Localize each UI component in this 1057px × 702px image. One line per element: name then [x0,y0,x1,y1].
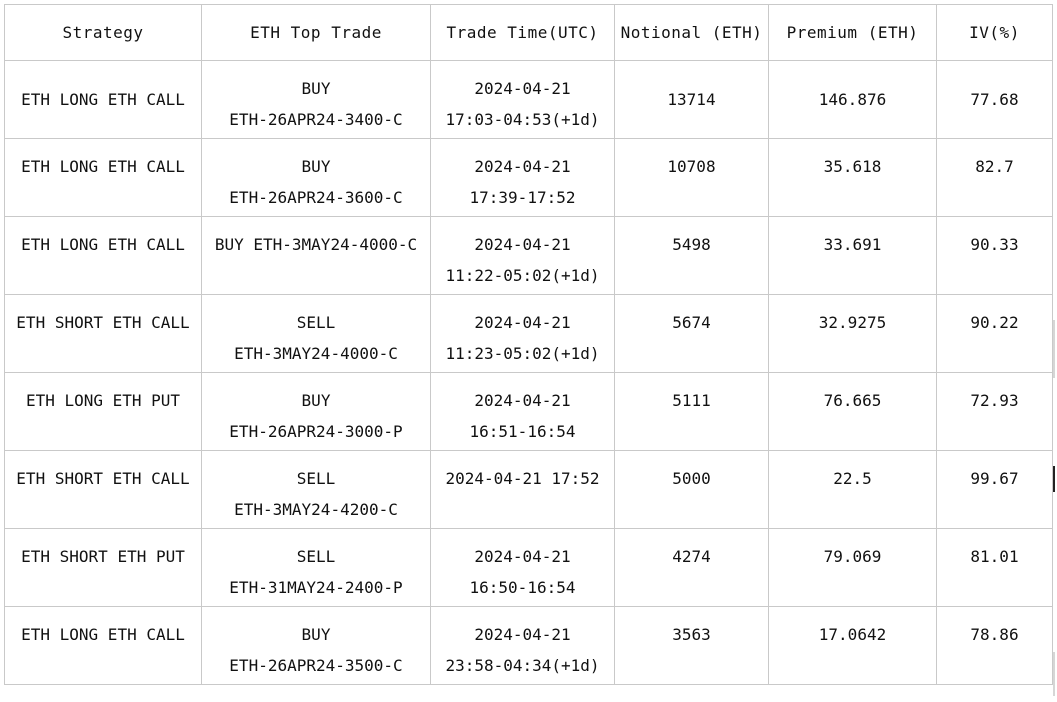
right-edge-tick [1053,320,1055,378]
strategy-cell: ETH LONG ETH CALL [4,216,202,295]
table-row: ETH LONG ETH CALL BUY ETH-3MAY24-4000-C … [4,216,1053,295]
iv-cell: 78.86 [936,606,1053,685]
trade-time-cell: 2024-04-21 17:39-17:52 [430,138,615,217]
column-header-top-trade: ETH Top Trade [201,4,431,61]
trade-time-cell: 2024-04-21 16:51-16:54 [430,372,615,451]
top-trade-cell: BUY ETH-3MAY24-4000-C [201,216,431,295]
column-header-premium: Premium (ETH) [768,4,937,61]
iv-cell: 99.67 [936,450,1053,529]
trade-time-cell: 2024-04-21 17:52 [430,450,615,529]
table-row: ETH SHORT ETH PUT SELL ETH-31MAY24-2400-P… [4,528,1053,607]
trade-time-cell: 2024-04-21 11:22-05:02(+1d) [430,216,615,295]
iv-cell: 81.01 [936,528,1053,607]
iv-cell: 90.22 [936,294,1053,373]
strategy-cell: ETH SHORT ETH PUT [4,528,202,607]
premium-cell: 35.618 [768,138,937,217]
top-trade-cell: SELL ETH-3MAY24-4200-C [201,450,431,529]
notional-cell: 5674 [614,294,769,373]
notional-cell: 10708 [614,138,769,217]
iv-cell: 72.93 [936,372,1053,451]
column-header-strategy: Strategy [4,4,202,61]
premium-cell: 22.5 [768,450,937,529]
notional-cell: 4274 [614,528,769,607]
notional-cell: 3563 [614,606,769,685]
strategy-cell: ETH LONG ETH CALL [4,138,202,217]
table-row: ETH LONG ETH CALL BUY ETH-26APR24-3600-C … [4,138,1053,217]
strategy-cell: ETH SHORT ETH CALL [4,450,202,529]
eth-top-trades-table: Strategy ETH Top Trade Trade Time(UTC) N… [4,4,1053,685]
notional-cell: 5000 [614,450,769,529]
top-trade-cell: SELL ETH-3MAY24-4000-C [201,294,431,373]
trade-time-cell: 2024-04-21 16:50-16:54 [430,528,615,607]
notional-cell: 5498 [614,216,769,295]
strategy-cell: ETH SHORT ETH CALL [4,294,202,373]
strategy-cell: ETH LONG ETH PUT [4,372,202,451]
notional-cell: 13714 [614,60,769,139]
top-trade-cell: BUY ETH-26APR24-3400-C [201,60,431,139]
trade-time-cell: 2024-04-21 17:03-04:53(+1d) [430,60,615,139]
column-header-trade-time: Trade Time(UTC) [430,4,615,61]
table-row: ETH LONG ETH PUT BUY ETH-26APR24-3000-P 2… [4,372,1053,451]
iv-cell: 77.68 [936,60,1053,139]
right-edge-cursor [1053,466,1055,492]
premium-cell: 17.0642 [768,606,937,685]
premium-cell: 79.069 [768,528,937,607]
table-header-row: Strategy ETH Top Trade Trade Time(UTC) N… [4,4,1053,61]
strategy-cell: ETH LONG ETH CALL [4,606,202,685]
iv-cell: 90.33 [936,216,1053,295]
top-trade-cell: BUY ETH-26APR24-3500-C [201,606,431,685]
top-trade-cell: SELL ETH-31MAY24-2400-P [201,528,431,607]
top-trade-cell: BUY ETH-26APR24-3600-C [201,138,431,217]
column-header-iv: IV(%) [936,4,1053,61]
iv-cell: 82.7 [936,138,1053,217]
notional-cell: 5111 [614,372,769,451]
premium-cell: 32.9275 [768,294,937,373]
right-edge-tick [1053,652,1055,696]
strategy-cell: ETH LONG ETH CALL [4,60,202,139]
premium-cell: 146.876 [768,60,937,139]
trade-time-cell: 2024-04-21 11:23-05:02(+1d) [430,294,615,373]
premium-cell: 76.665 [768,372,937,451]
premium-cell: 33.691 [768,216,937,295]
trade-time-cell: 2024-04-21 23:58-04:34(+1d) [430,606,615,685]
column-header-notional: Notional (ETH) [614,4,769,61]
table-row: ETH LONG ETH CALL BUY ETH-26APR24-3400-C … [4,60,1053,139]
table-row: ETH SHORT ETH CALL SELL ETH-3MAY24-4000-C… [4,294,1053,373]
top-trade-cell: BUY ETH-26APR24-3000-P [201,372,431,451]
table-row: ETH LONG ETH CALL BUY ETH-26APR24-3500-C … [4,606,1053,685]
table-row: ETH SHORT ETH CALL SELL ETH-3MAY24-4200-C… [4,450,1053,529]
